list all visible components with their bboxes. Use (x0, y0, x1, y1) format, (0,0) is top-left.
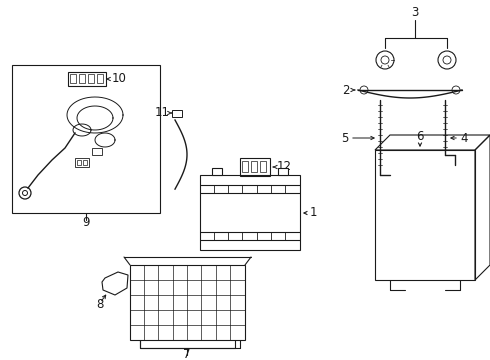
Bar (83, 160, 87, 165)
Bar (75, 158, 89, 167)
Bar (88, 74, 94, 83)
Text: 5: 5 (341, 131, 348, 144)
Bar (212, 168, 222, 175)
Bar (92, 148, 102, 155)
Bar (172, 110, 182, 117)
Text: 8: 8 (97, 298, 104, 311)
Bar (278, 168, 288, 175)
Text: 2: 2 (343, 84, 350, 96)
Text: 7: 7 (183, 347, 191, 360)
Bar (70, 74, 76, 83)
Bar (242, 161, 248, 172)
Text: 1: 1 (310, 207, 318, 220)
Text: 3: 3 (411, 5, 418, 18)
Bar (68, 72, 106, 86)
Text: 10: 10 (112, 72, 127, 85)
Bar (200, 175, 300, 250)
Bar (12, 65, 160, 213)
Bar (79, 74, 85, 83)
Text: 12: 12 (277, 161, 292, 174)
Text: 9: 9 (82, 216, 90, 230)
Bar (77, 160, 81, 165)
Bar (97, 74, 103, 83)
Bar (375, 150, 475, 280)
Text: 6: 6 (416, 130, 424, 144)
Text: 4: 4 (460, 131, 467, 144)
Bar (240, 158, 270, 176)
Text: 11: 11 (155, 107, 170, 120)
Bar (251, 161, 257, 172)
Bar (260, 161, 266, 172)
Bar (130, 265, 245, 340)
